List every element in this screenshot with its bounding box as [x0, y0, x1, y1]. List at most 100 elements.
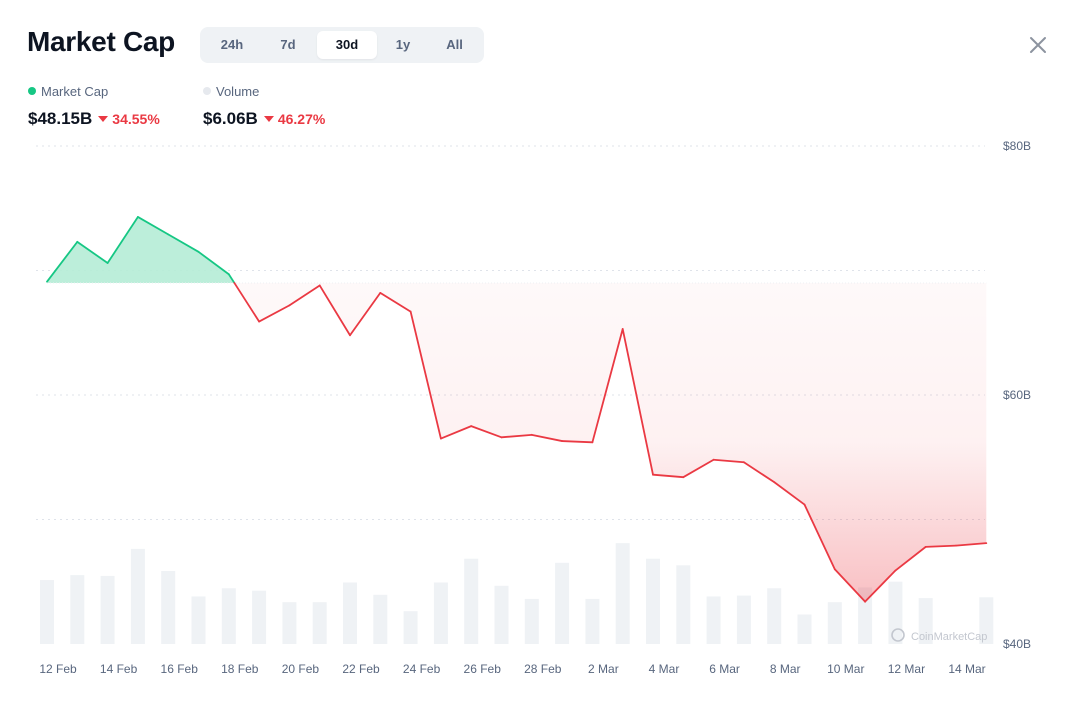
market-cap-line-down: [561, 440, 594, 444]
volume-bar: [494, 585, 509, 644]
volume-bar: [858, 587, 873, 644]
y-tick-label: $80B: [1003, 139, 1031, 153]
x-tick-label: 22 Feb: [342, 662, 380, 676]
volume-bar: [767, 588, 782, 644]
market-cap-line-down: [621, 328, 654, 476]
tab-all[interactable]: All: [446, 37, 463, 52]
market-cap-line-down: [470, 425, 503, 439]
x-tick-label: 4 Mar: [649, 662, 680, 676]
market-cap-line-up: [76, 240, 109, 264]
x-tick-label: 2 Mar: [588, 662, 619, 676]
market-cap-line-up: [227, 273, 236, 284]
volume-bar: [827, 602, 842, 644]
volume-bar: [191, 596, 206, 644]
market-cap-line-down: [500, 433, 533, 439]
market-cap-line-up: [197, 250, 230, 276]
volume-bar: [403, 611, 418, 644]
volume-change: 46.27%: [263, 111, 326, 127]
market-cap-line-down: [803, 503, 836, 571]
market-cap-area-down: [234, 282, 987, 602]
volume-bar: [70, 575, 85, 644]
volume-stat: Volume $6.06B 46.27%: [203, 84, 325, 129]
volume-bar: [706, 596, 721, 644]
market-cap-area-up: [47, 216, 235, 283]
tab-1y[interactable]: 1y: [395, 37, 411, 52]
volume-legend-dot: [203, 87, 211, 95]
y-tick-label: $40B: [1003, 637, 1031, 651]
time-range-tabs: 24h 7d 30d 1y All: [200, 27, 484, 63]
volume-change-value: 46.27%: [277, 111, 326, 127]
volume-value: $6.06B: [203, 109, 258, 128]
volume-bar: [252, 590, 267, 644]
volume-bar: [100, 575, 115, 644]
close-icon: [1030, 37, 1046, 53]
market-cap-line-down: [682, 458, 715, 479]
market-cap-line-up: [46, 240, 79, 283]
volume-bar: [282, 602, 297, 644]
market-cap-line-down: [233, 282, 261, 323]
volume-bar: [433, 582, 448, 644]
market-cap-line-down: [530, 433, 563, 442]
market-cap-line-down: [318, 284, 351, 337]
volume-bar: [646, 558, 660, 644]
volume-bar: [221, 588, 236, 644]
volume-bar: [585, 598, 600, 644]
market-cap-line-down: [894, 545, 927, 572]
volume-bar: [979, 597, 994, 644]
volume-bar: [373, 594, 388, 644]
volume-bar: [40, 580, 54, 644]
tab-30d[interactable]: 30d: [317, 31, 377, 59]
market-cap-line-down: [439, 425, 473, 440]
market-cap-line-down: [379, 292, 412, 313]
market-cap-value: $48.15B: [28, 109, 93, 128]
volume-bar: [130, 548, 145, 644]
market-cap-line-down: [955, 542, 988, 547]
market-cap-legend-dot: [28, 87, 36, 95]
volume-bar: [464, 558, 479, 644]
market-cap-line-down: [349, 292, 382, 337]
x-tick-label: 20 Feb: [282, 662, 320, 676]
market-cap-line-down: [773, 481, 806, 506]
volume-bar: [615, 543, 630, 644]
market-cap-line-down: [924, 544, 957, 548]
volume-bar: [676, 565, 691, 644]
x-tick-label: 12 Mar: [888, 662, 925, 676]
x-tick-label: 14 Feb: [100, 662, 138, 676]
volume-bar: [312, 602, 327, 644]
tab-7d[interactable]: 7d: [280, 37, 296, 52]
close-button[interactable]: [1024, 31, 1052, 59]
volume-bar: [524, 598, 539, 644]
x-tick-label: 18 Feb: [221, 662, 259, 676]
market-cap-line-down: [409, 310, 442, 440]
x-tick-label: 26 Feb: [464, 662, 502, 676]
x-tick-label: 10 Mar: [827, 662, 864, 676]
market-cap-line-down: [864, 569, 897, 603]
watermark-logo-icon: [891, 628, 905, 642]
page-title: Market Cap: [27, 26, 175, 57]
caret-down-icon: [263, 116, 274, 122]
market-cap-line-up: [167, 233, 200, 253]
tab-24h[interactable]: 24h: [220, 37, 244, 52]
caret-down-icon: [98, 116, 109, 122]
market-cap-line-down: [712, 458, 745, 464]
volume-bar: [888, 581, 903, 644]
volume-legend-label: Volume: [216, 83, 260, 99]
x-tick-label: 14 Mar: [948, 662, 985, 676]
market-cap-line-down: [833, 568, 866, 603]
market-cap-line-up: [136, 216, 170, 236]
market-cap-legend-label: Market Cap: [41, 83, 109, 99]
volume-bar: [161, 571, 176, 644]
volume-bar: [736, 595, 751, 644]
volume-bar: [797, 614, 812, 644]
x-tick-label: 8 Mar: [770, 662, 801, 676]
x-tick-label: 6 Mar: [709, 662, 740, 676]
market-cap-line-down: [288, 284, 321, 307]
volume-bar: [343, 582, 357, 644]
volume-bar: [555, 562, 570, 644]
x-tick-label: 16 Feb: [161, 662, 199, 676]
market-cap-change-value: 34.55%: [112, 111, 160, 127]
market-cap-stat: Market Cap $48.15B 34.55%: [28, 84, 160, 129]
y-tick-label: $60B: [1003, 388, 1031, 402]
market-cap-line-down: [652, 473, 685, 479]
